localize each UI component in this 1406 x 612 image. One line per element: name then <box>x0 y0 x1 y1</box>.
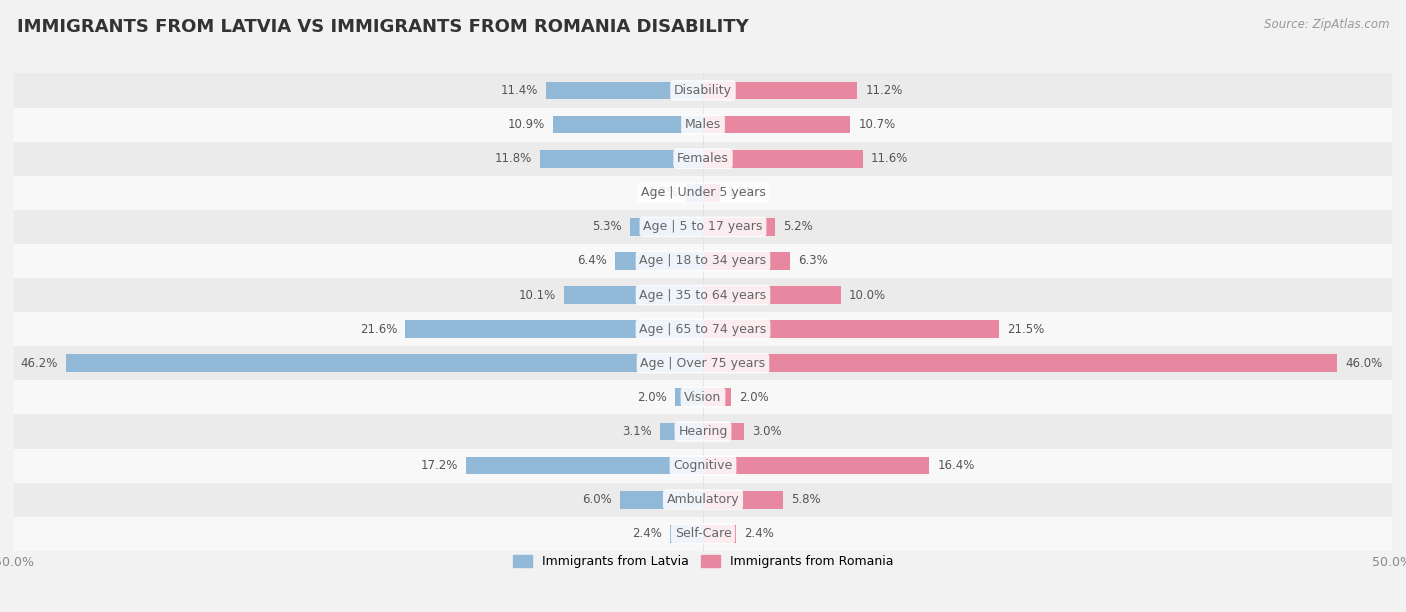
Text: Age | 5 to 17 years: Age | 5 to 17 years <box>644 220 762 233</box>
Text: 6.0%: 6.0% <box>582 493 612 506</box>
Bar <box>564 286 703 304</box>
Text: 11.4%: 11.4% <box>501 84 537 97</box>
Text: 11.2%: 11.2% <box>866 84 903 97</box>
Bar <box>14 517 1392 551</box>
Bar <box>703 354 1337 372</box>
Bar <box>703 423 744 440</box>
Text: Self-Care: Self-Care <box>675 528 731 540</box>
Text: 1.2%: 1.2% <box>648 186 678 200</box>
Bar <box>620 491 703 509</box>
Bar <box>14 483 1392 517</box>
Bar <box>703 457 929 474</box>
Bar <box>14 449 1392 483</box>
Text: 2.4%: 2.4% <box>631 528 662 540</box>
Text: Vision: Vision <box>685 391 721 404</box>
Text: 46.0%: 46.0% <box>1346 357 1382 370</box>
Text: 21.5%: 21.5% <box>1008 323 1045 335</box>
Bar <box>703 150 863 168</box>
Bar <box>703 525 737 543</box>
Text: Age | 35 to 64 years: Age | 35 to 64 years <box>640 289 766 302</box>
Bar <box>546 81 703 99</box>
Bar <box>703 218 775 236</box>
Bar <box>703 116 851 133</box>
Bar <box>553 116 703 133</box>
Text: Age | 18 to 34 years: Age | 18 to 34 years <box>640 255 766 267</box>
Bar <box>14 141 1392 176</box>
Text: 10.1%: 10.1% <box>519 289 555 302</box>
Bar <box>703 81 858 99</box>
Text: Hearing: Hearing <box>678 425 728 438</box>
Legend: Immigrants from Latvia, Immigrants from Romania: Immigrants from Latvia, Immigrants from … <box>508 550 898 573</box>
Text: Age | Over 75 years: Age | Over 75 years <box>641 357 765 370</box>
Text: 2.4%: 2.4% <box>744 528 775 540</box>
Text: 2.0%: 2.0% <box>637 391 668 404</box>
Bar <box>661 423 703 440</box>
Bar <box>686 184 703 201</box>
Text: Age | Under 5 years: Age | Under 5 years <box>641 186 765 200</box>
Text: 46.2%: 46.2% <box>21 357 58 370</box>
Bar <box>703 320 1000 338</box>
Bar <box>14 73 1392 108</box>
Text: Ambulatory: Ambulatory <box>666 493 740 506</box>
Text: 6.4%: 6.4% <box>576 255 606 267</box>
Bar <box>540 150 703 168</box>
Bar <box>703 491 783 509</box>
Text: 16.4%: 16.4% <box>938 459 974 472</box>
Bar <box>405 320 703 338</box>
Text: Males: Males <box>685 118 721 131</box>
Text: Females: Females <box>678 152 728 165</box>
Bar <box>675 389 703 406</box>
Text: 3.1%: 3.1% <box>623 425 652 438</box>
Bar <box>703 252 790 270</box>
Bar <box>14 108 1392 141</box>
Bar <box>14 312 1392 346</box>
Bar <box>703 286 841 304</box>
Text: 10.0%: 10.0% <box>849 289 886 302</box>
Text: 1.2%: 1.2% <box>728 186 758 200</box>
Bar <box>14 414 1392 449</box>
Text: Source: ZipAtlas.com: Source: ZipAtlas.com <box>1264 18 1389 31</box>
Text: 11.6%: 11.6% <box>872 152 908 165</box>
Bar <box>630 218 703 236</box>
Text: Age | 65 to 74 years: Age | 65 to 74 years <box>640 323 766 335</box>
Bar <box>14 278 1392 312</box>
Text: 5.2%: 5.2% <box>783 220 813 233</box>
Text: IMMIGRANTS FROM LATVIA VS IMMIGRANTS FROM ROMANIA DISABILITY: IMMIGRANTS FROM LATVIA VS IMMIGRANTS FRO… <box>17 18 748 36</box>
Text: 5.3%: 5.3% <box>592 220 621 233</box>
Bar <box>669 525 703 543</box>
Text: 3.0%: 3.0% <box>752 425 782 438</box>
Bar <box>465 457 703 474</box>
Bar <box>14 176 1392 210</box>
Text: 10.7%: 10.7% <box>859 118 896 131</box>
Text: Cognitive: Cognitive <box>673 459 733 472</box>
Text: 11.8%: 11.8% <box>495 152 531 165</box>
Text: 6.3%: 6.3% <box>799 255 828 267</box>
Text: Disability: Disability <box>673 84 733 97</box>
Bar <box>14 210 1392 244</box>
Text: 21.6%: 21.6% <box>360 323 396 335</box>
Bar <box>14 380 1392 414</box>
Text: 10.9%: 10.9% <box>508 118 544 131</box>
Bar <box>14 346 1392 380</box>
Bar <box>66 354 703 372</box>
Text: 17.2%: 17.2% <box>420 459 458 472</box>
Text: 5.8%: 5.8% <box>792 493 821 506</box>
Text: 2.0%: 2.0% <box>738 391 769 404</box>
Bar <box>14 244 1392 278</box>
Bar <box>703 389 731 406</box>
Bar <box>703 184 720 201</box>
Bar <box>614 252 703 270</box>
